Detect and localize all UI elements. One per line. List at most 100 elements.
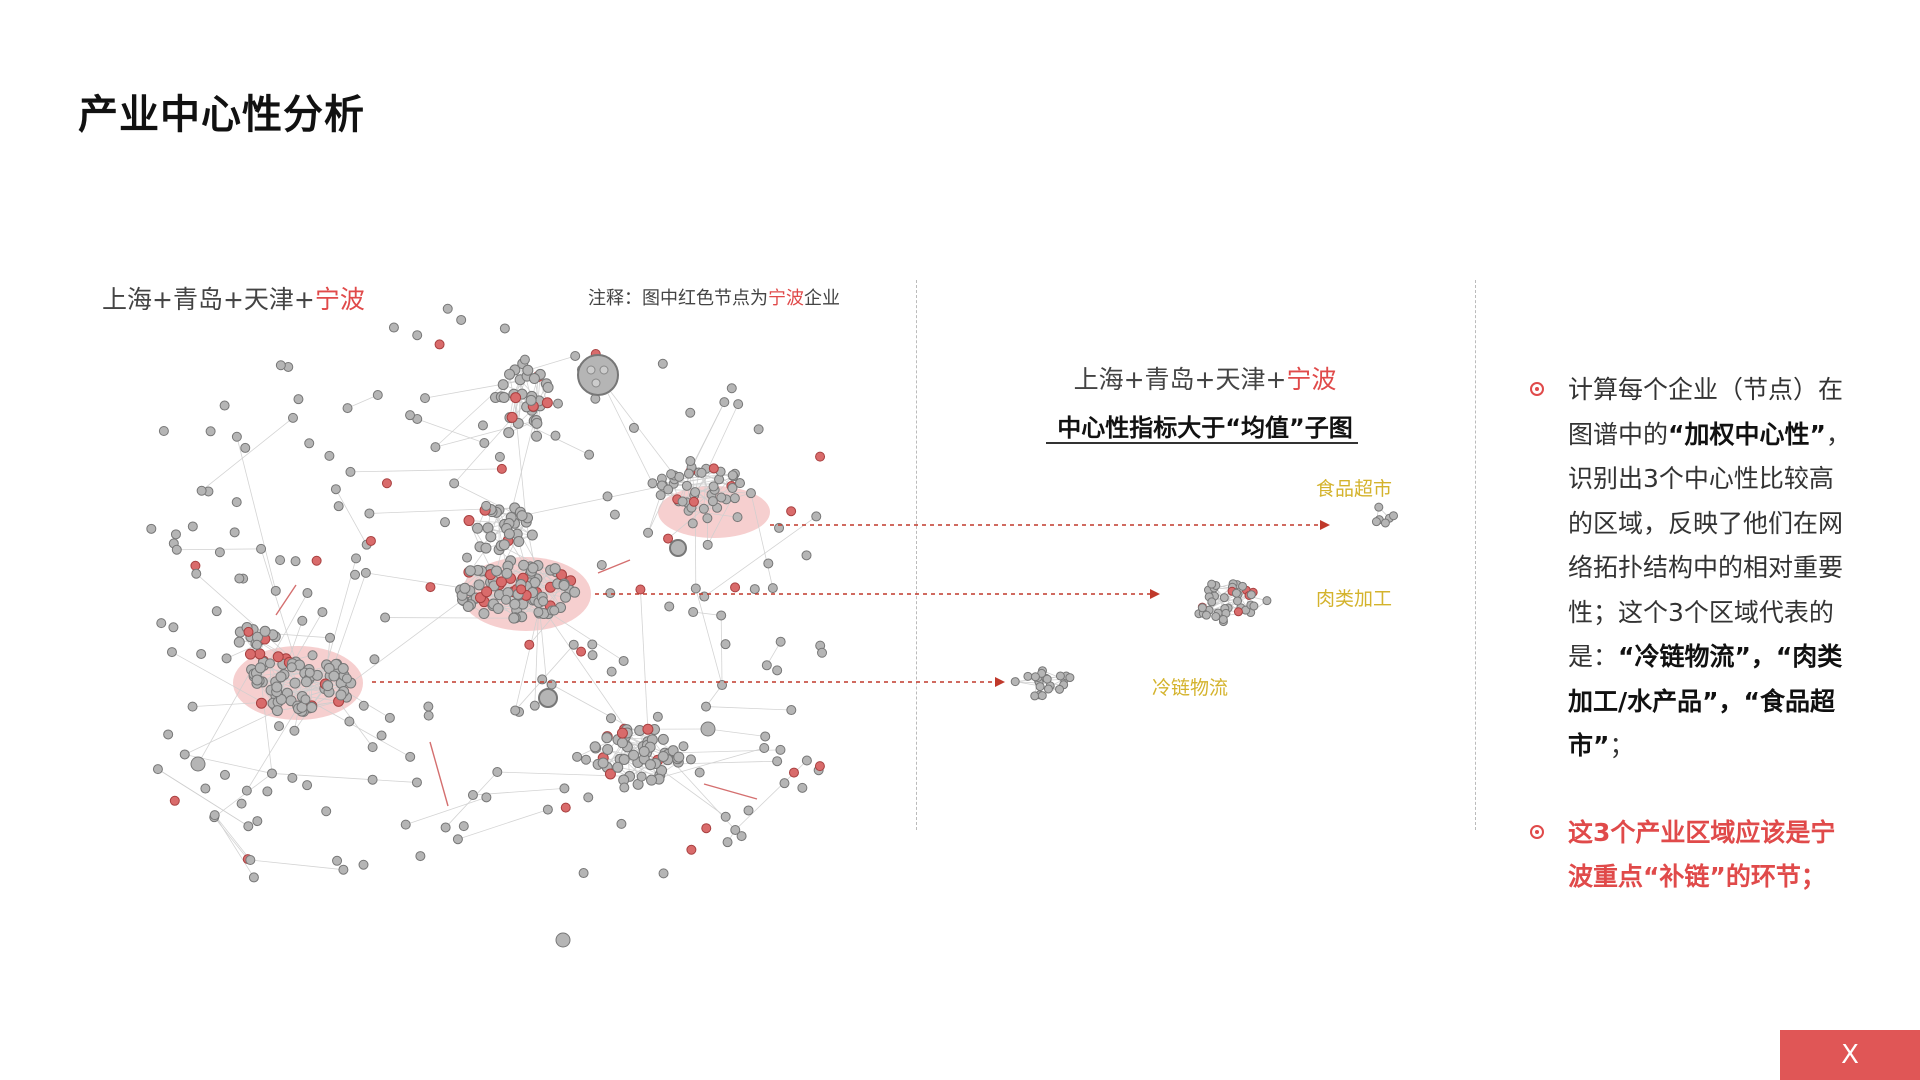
ningbo-node	[686, 844, 697, 855]
ningbo-node	[524, 639, 535, 650]
network-edge	[521, 483, 674, 517]
network-node	[323, 662, 335, 674]
network-node	[405, 410, 416, 421]
network-node	[591, 378, 601, 388]
network-node	[479, 438, 490, 449]
network-node	[179, 749, 190, 760]
network-node	[259, 625, 271, 637]
ningbo-node	[708, 463, 719, 474]
network-node	[612, 761, 624, 773]
close-button[interactable]: X	[1780, 1030, 1920, 1080]
network-edge	[250, 859, 344, 871]
explanation-list: 计算每个企业（节点）在图谱中的“加权中心性”，识别出3个中心性比较高的区域，反映…	[1528, 368, 1858, 900]
network-node	[647, 478, 658, 489]
network-node	[587, 650, 598, 661]
network-edge	[347, 394, 378, 409]
network-edge	[640, 589, 650, 748]
subgraph-node	[1055, 671, 1065, 681]
network-node	[344, 716, 355, 727]
network-node	[719, 397, 730, 408]
network-node	[254, 662, 266, 674]
subgraph-node	[1389, 511, 1399, 521]
network-node	[252, 816, 263, 827]
network-note: 注释：图中红色节点为宁波企业	[588, 284, 840, 310]
network-node	[492, 603, 504, 615]
ningbo-node	[814, 761, 825, 772]
network-edge	[201, 417, 294, 492]
network-node	[666, 469, 677, 480]
ningbo-node	[516, 584, 527, 595]
ningbo-node	[604, 768, 616, 780]
network-node	[337, 663, 349, 675]
network-node	[584, 449, 595, 460]
network-node	[376, 730, 387, 741]
network-node	[707, 496, 718, 507]
network-node	[618, 753, 630, 765]
network-node	[168, 622, 179, 633]
network-edge	[514, 612, 539, 711]
network-node	[275, 671, 287, 683]
network-nodes	[146, 303, 1399, 948]
network-node	[430, 442, 441, 453]
network-node	[304, 667, 315, 678]
network-node	[559, 783, 570, 794]
network-node	[229, 527, 240, 538]
network-node	[491, 565, 503, 577]
network-edge	[365, 572, 465, 589]
network-node	[745, 488, 756, 499]
ningbo-node	[434, 339, 445, 350]
network-node	[477, 420, 488, 431]
network-node	[287, 412, 298, 423]
network-node	[251, 639, 262, 650]
network-node	[459, 582, 471, 594]
network-node	[274, 721, 285, 732]
network-node	[587, 639, 598, 650]
network-node	[602, 743, 614, 755]
network-node	[733, 399, 744, 410]
network-node	[350, 569, 361, 580]
network-node	[330, 484, 341, 495]
ningbo-node	[616, 727, 628, 739]
network-node	[219, 400, 230, 411]
cluster-label-cold-chain: 冷链物流	[1152, 677, 1229, 699]
network-edge	[195, 573, 297, 663]
ningbo-node	[510, 392, 522, 404]
network-node	[526, 529, 538, 541]
ningbo-node	[642, 723, 654, 735]
network-node	[801, 550, 812, 561]
network-node	[345, 466, 356, 477]
network-node	[701, 701, 712, 712]
ningbo-node	[169, 795, 180, 806]
network-node	[342, 403, 353, 414]
network-node	[664, 601, 675, 612]
network-node	[243, 821, 254, 832]
network-node	[549, 605, 560, 616]
cluster-label-food-market: 食品超市	[1316, 478, 1393, 500]
network-node	[736, 831, 747, 842]
network-node	[304, 438, 315, 449]
network-node	[519, 354, 530, 365]
ningbo-node	[701, 823, 712, 834]
network-node	[753, 424, 764, 435]
network-node	[685, 754, 696, 765]
subgraph-node	[1218, 614, 1228, 624]
subgraph-node	[1207, 597, 1217, 607]
network-edge	[538, 602, 628, 730]
arrow-head-icon	[1320, 520, 1330, 530]
cluster-label-meat-processing: 肉类加工	[1316, 588, 1393, 610]
network-node	[485, 531, 497, 543]
network-node	[497, 379, 509, 391]
network-edge	[527, 355, 576, 371]
network-node	[722, 837, 733, 848]
ningbo-node	[365, 535, 376, 546]
network-node	[501, 567, 513, 579]
subgraph-node	[1211, 612, 1221, 622]
network-node	[324, 450, 335, 461]
subgraph-title-highlight: 宁波	[1286, 365, 1337, 394]
network-node	[658, 868, 669, 879]
network-node	[508, 612, 520, 624]
network-node	[325, 632, 336, 643]
ningbo-node	[255, 697, 267, 709]
network-edge	[213, 816, 249, 860]
network-node	[636, 771, 647, 782]
